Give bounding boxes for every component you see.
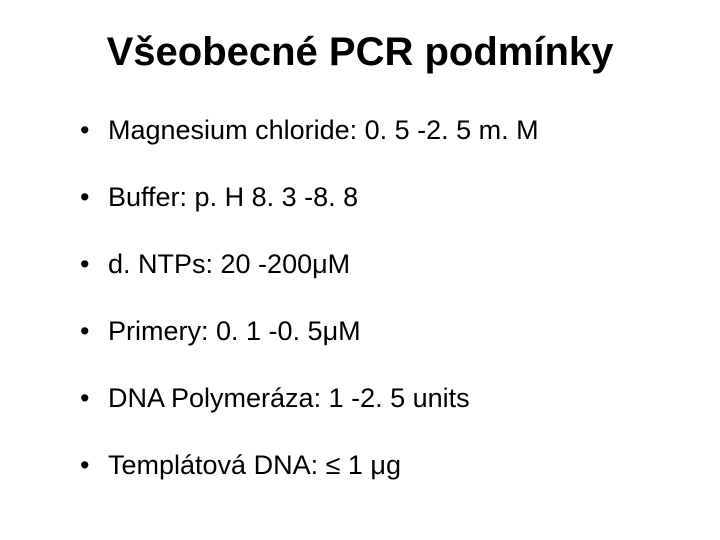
list-item: Magnesium chloride: 0. 5 -2. 5 m. M [80,115,660,146]
list-item: Buffer: p. H 8. 3 -8. 8 [80,182,660,213]
list-item: Templátová DNA: ≤ 1 μg [80,450,660,481]
list-item: DNA Polymeráza: 1 -2. 5 units [80,383,660,414]
bullet-list: Magnesium chloride: 0. 5 -2. 5 m. M Buff… [60,115,660,481]
list-item: d. NTPs: 20 -200μM [80,249,660,280]
slide-title: Všeobecné PCR podmínky [60,30,660,75]
list-item: Primery: 0. 1 -0. 5μM [80,316,660,347]
